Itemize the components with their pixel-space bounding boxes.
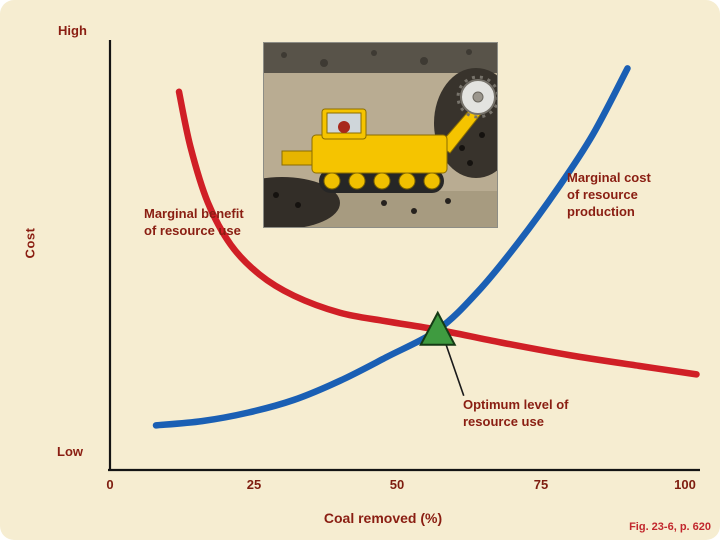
curve-marginal-cost xyxy=(152,65,631,429)
x-tick-100: 100 xyxy=(674,477,696,492)
marker-layer xyxy=(419,310,465,397)
curves-layer xyxy=(152,65,700,429)
x-tick-75: 75 xyxy=(533,477,549,492)
optimum-pointer-line xyxy=(444,343,465,397)
x-tick-0: 0 xyxy=(106,477,114,492)
y-axis-title: Cost xyxy=(22,227,38,259)
optimum-marker-triangle xyxy=(419,310,457,346)
curve-marginal-benefit xyxy=(175,88,700,378)
x-tick-50: 50 xyxy=(389,477,405,492)
marginal-benefit-label: Marginal benefit of resource use xyxy=(144,206,244,238)
y-axis-high-label: High xyxy=(58,23,87,38)
mining-machine-illustration xyxy=(224,43,518,229)
marginal-cost-label: Marginal cost of resource production xyxy=(567,170,651,219)
optimum-level-label: Optimum level of resource use xyxy=(463,397,569,429)
x-axis-title: Coal removed (%) xyxy=(323,510,443,526)
x-tick-25: 25 xyxy=(246,477,262,492)
mining-machine-image xyxy=(224,42,518,229)
figure-caption: Fig. 23-6, p. 620 xyxy=(629,521,711,533)
y-axis-low-label: Low xyxy=(57,444,83,459)
